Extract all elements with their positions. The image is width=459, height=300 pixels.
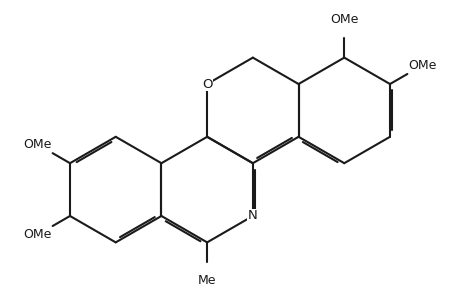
Text: OMe: OMe — [408, 58, 436, 71]
Text: N: N — [247, 209, 257, 223]
Text: OMe: OMe — [23, 138, 51, 151]
Text: O: O — [202, 77, 212, 91]
Text: OMe: OMe — [23, 229, 51, 242]
Text: OMe: OMe — [330, 13, 358, 26]
Text: Me: Me — [197, 274, 216, 287]
